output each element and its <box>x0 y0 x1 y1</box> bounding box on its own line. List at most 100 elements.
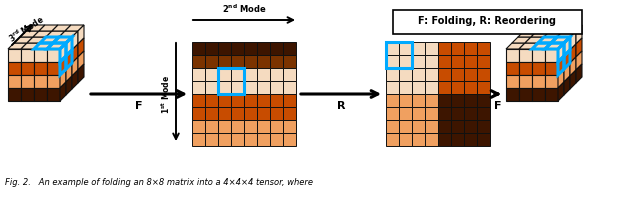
Bar <box>205 94 218 107</box>
Bar <box>283 81 296 94</box>
Bar <box>532 62 545 75</box>
Polygon shape <box>33 31 52 37</box>
Bar <box>47 75 60 88</box>
Polygon shape <box>524 25 543 31</box>
Polygon shape <box>557 31 576 37</box>
Bar <box>545 62 558 75</box>
Bar <box>205 55 218 68</box>
Bar <box>283 94 296 107</box>
Bar <box>244 133 257 146</box>
Bar <box>257 94 270 107</box>
Bar <box>270 120 283 133</box>
Bar <box>283 68 296 81</box>
Bar <box>386 94 399 107</box>
Bar <box>506 88 519 101</box>
Bar <box>464 94 477 107</box>
Bar <box>464 107 477 120</box>
Bar <box>477 42 490 55</box>
Polygon shape <box>66 76 72 95</box>
Bar <box>8 62 21 75</box>
Polygon shape <box>52 25 71 31</box>
Bar <box>464 42 477 55</box>
Bar <box>231 68 244 81</box>
Bar <box>386 42 412 68</box>
Polygon shape <box>512 37 531 43</box>
Bar <box>244 42 257 55</box>
Bar <box>283 55 296 68</box>
Polygon shape <box>570 70 576 89</box>
Bar <box>425 107 438 120</box>
Bar <box>192 81 205 94</box>
Polygon shape <box>72 31 78 50</box>
Bar <box>270 133 283 146</box>
Polygon shape <box>53 37 72 43</box>
Bar <box>477 55 490 68</box>
Bar <box>231 120 244 133</box>
Bar <box>270 68 283 81</box>
Bar <box>532 88 545 101</box>
Polygon shape <box>72 57 78 76</box>
Bar <box>425 94 438 107</box>
Bar <box>464 133 477 146</box>
Bar <box>21 88 34 101</box>
Bar <box>386 133 399 146</box>
FancyBboxPatch shape <box>393 10 582 34</box>
Polygon shape <box>60 69 66 88</box>
Bar <box>34 88 47 101</box>
Bar <box>8 88 21 101</box>
Bar <box>438 81 451 94</box>
Bar <box>8 75 21 88</box>
Bar <box>399 42 412 55</box>
Bar <box>519 88 532 101</box>
Bar <box>270 94 283 107</box>
Bar <box>451 81 464 94</box>
Bar <box>218 68 244 94</box>
Polygon shape <box>531 31 550 37</box>
Polygon shape <box>60 82 66 101</box>
Polygon shape <box>72 70 78 89</box>
Bar <box>218 94 231 107</box>
Bar <box>231 94 244 107</box>
Bar <box>438 107 451 120</box>
Bar <box>399 133 412 146</box>
Bar <box>425 68 438 81</box>
Bar <box>257 55 270 68</box>
Bar <box>192 133 205 146</box>
Text: $\mathbf{3^{rd}}$ Mode: $\mathbf{3^{rd}}$ Mode <box>6 13 46 45</box>
Polygon shape <box>558 43 564 62</box>
Bar <box>438 55 451 68</box>
Polygon shape <box>551 37 570 43</box>
Bar <box>532 49 545 62</box>
Bar <box>244 107 257 120</box>
Polygon shape <box>47 43 66 49</box>
Bar <box>192 55 205 68</box>
Polygon shape <box>60 56 66 75</box>
Bar <box>425 81 438 94</box>
Polygon shape <box>558 82 564 101</box>
Bar <box>399 81 412 94</box>
Text: R: R <box>337 101 345 111</box>
Bar <box>386 42 399 55</box>
Bar <box>438 120 451 133</box>
Bar <box>231 42 244 55</box>
Bar <box>399 94 412 107</box>
Bar <box>412 94 425 107</box>
Bar <box>231 55 244 68</box>
Polygon shape <box>564 50 570 69</box>
Polygon shape <box>21 43 40 49</box>
Bar <box>231 107 244 120</box>
Bar <box>464 68 477 81</box>
Bar <box>386 120 399 133</box>
Bar <box>425 55 438 68</box>
Polygon shape <box>34 43 53 49</box>
Polygon shape <box>538 37 557 43</box>
Polygon shape <box>558 56 564 75</box>
Polygon shape <box>576 38 582 57</box>
Bar <box>192 94 205 107</box>
Polygon shape <box>8 43 27 49</box>
Bar <box>244 68 257 81</box>
Polygon shape <box>576 51 582 70</box>
Bar <box>545 75 558 88</box>
Polygon shape <box>72 44 78 63</box>
Polygon shape <box>78 64 84 83</box>
